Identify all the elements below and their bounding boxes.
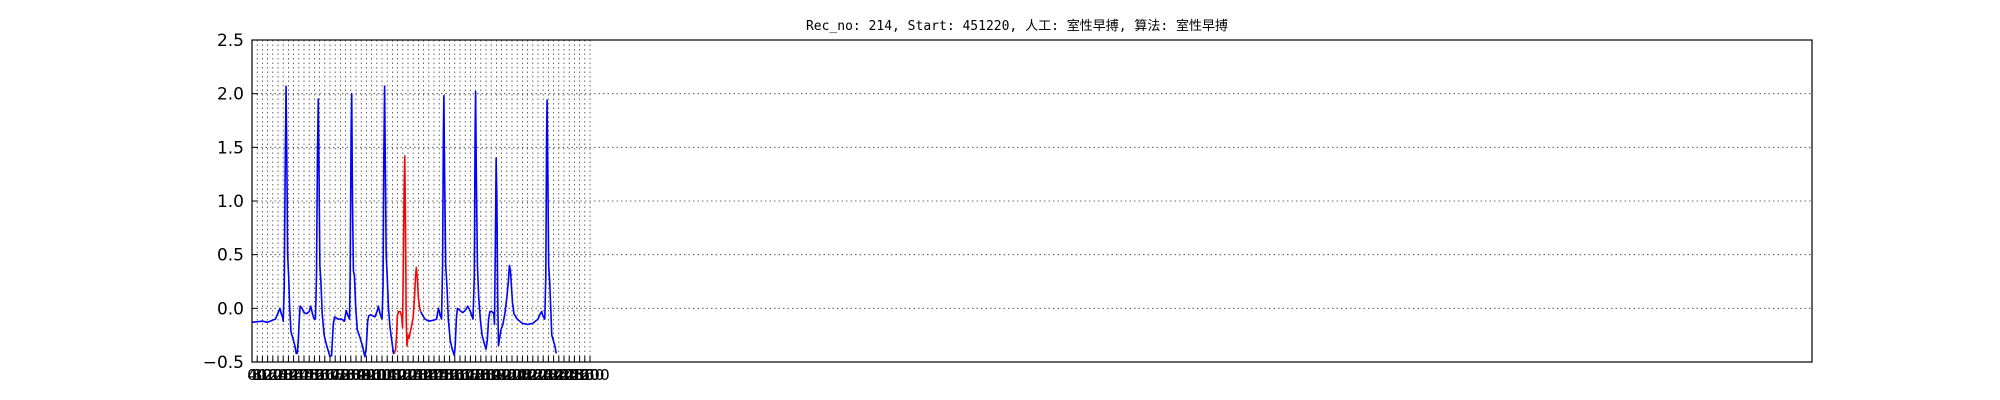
x-tick-label: 2000 <box>492 366 531 384</box>
x-tick-label: 680 <box>326 366 356 384</box>
x-tick-label: 880 <box>352 366 382 384</box>
x-tick-label: 40 <box>247 366 267 384</box>
y-tick-label: 0.5 <box>217 246 244 266</box>
x-tick-label: 2280 <box>529 366 568 384</box>
x-tick-label: 1920 <box>482 366 521 384</box>
y-tick-labels: −0.5 0.0 0.5 1.0 1.5 2.0 2.5 <box>203 31 244 373</box>
y-tick-label: 1.0 <box>217 192 244 212</box>
x-tick-label: 320 <box>279 366 309 384</box>
series-line-2 <box>393 155 422 354</box>
y-tick-label: 2.0 <box>217 85 244 105</box>
x-tick-label: 280 <box>274 366 304 384</box>
y-tick-label: 0.0 <box>217 299 244 319</box>
series-line-1 <box>251 85 395 358</box>
x-tick-label: 1120 <box>378 366 417 384</box>
x-tick-label: 1640 <box>445 366 484 384</box>
x-tick-labels: 0408012016020024028032036040044048052056… <box>247 366 610 384</box>
x-tick-label: 1560 <box>435 366 474 384</box>
x-tick-label: 120 <box>253 366 283 384</box>
x-tick-label: 160 <box>258 366 288 384</box>
x-tick-label: 1320 <box>404 366 443 384</box>
x-tick-label: 960 <box>362 366 392 384</box>
x-tick-label: 1680 <box>451 366 490 384</box>
x-tick-label: 2520 <box>560 366 599 384</box>
x-tick-label: 240 <box>268 366 298 384</box>
x-tick-label: 2200 <box>518 366 557 384</box>
x-tick-label: 1760 <box>461 366 500 384</box>
x-tick-label: 2320 <box>534 366 573 384</box>
x-tick-label: 800 <box>341 366 371 384</box>
x-tick-label: 760 <box>336 366 366 384</box>
y-tick-label: −0.5 <box>203 353 244 373</box>
x-tick-label: 560 <box>310 366 340 384</box>
x-tick-label: 1280 <box>399 366 438 384</box>
series-layer <box>251 85 557 358</box>
x-tick-label: 1440 <box>419 366 458 384</box>
x-tick-label: 2040 <box>497 366 536 384</box>
x-tick-label: 1080 <box>373 366 412 384</box>
x-tick-label: 720 <box>331 366 361 384</box>
x-tick-label: 2400 <box>544 366 583 384</box>
x-tick-label: 1000 <box>362 366 401 384</box>
x-tick-label: 2120 <box>508 366 547 384</box>
x-tick-label: 840 <box>346 366 376 384</box>
x-tick-label: 1040 <box>367 366 406 384</box>
x-tick-label: 2440 <box>549 366 588 384</box>
x-tick-label: 600 <box>315 366 345 384</box>
series-line-3 <box>420 90 557 357</box>
x-tick-label: 80 <box>253 366 273 384</box>
x-tick-label: 2480 <box>555 366 594 384</box>
x-tick-label: 1240 <box>393 366 432 384</box>
x-tick-label: 1800 <box>466 366 505 384</box>
plot-frame <box>251 39 1813 363</box>
x-tick-label: 2080 <box>503 366 542 384</box>
chart-title: Rec_no: 214, Start: 451220, 人工: 室性早搏, 算法… <box>806 18 1228 34</box>
x-tick-label: 920 <box>357 366 387 384</box>
x-tick-label: 200 <box>263 366 293 384</box>
x-tick-label: 640 <box>320 366 350 384</box>
x-tick-label: 1600 <box>440 366 479 384</box>
x-tick-label: 2600 <box>570 366 609 384</box>
x-tick-label: 1480 <box>425 366 464 384</box>
x-tick-label: 1400 <box>414 366 453 384</box>
x-tick-label: 2360 <box>539 366 578 384</box>
x-tick-label: 1720 <box>456 366 495 384</box>
y-tick-label: 2.5 <box>217 31 244 51</box>
x-tick-label: 0 <box>247 366 257 384</box>
x-tick-label: 1360 <box>409 366 448 384</box>
grid-lines <box>251 39 1812 363</box>
x-tick-label: 2160 <box>513 366 552 384</box>
x-tick-label: 400 <box>289 366 319 384</box>
x-tick-label: 520 <box>305 366 335 384</box>
x-tick-label: 360 <box>284 366 314 384</box>
x-tick-label: 1960 <box>487 366 526 384</box>
x-tick-label: 1520 <box>430 366 469 384</box>
x-tick-label: 1160 <box>383 366 422 384</box>
x-tick-label: 480 <box>300 366 330 384</box>
x-tick-label: 2560 <box>565 366 604 384</box>
x-tick-label: 1880 <box>477 366 516 384</box>
y-tick-label: 1.5 <box>217 138 244 158</box>
x-tick-label: 1200 <box>388 366 427 384</box>
x-tick-label: 2240 <box>523 366 562 384</box>
x-tick-label: 440 <box>294 366 324 384</box>
x-tick-label: 1840 <box>471 366 510 384</box>
